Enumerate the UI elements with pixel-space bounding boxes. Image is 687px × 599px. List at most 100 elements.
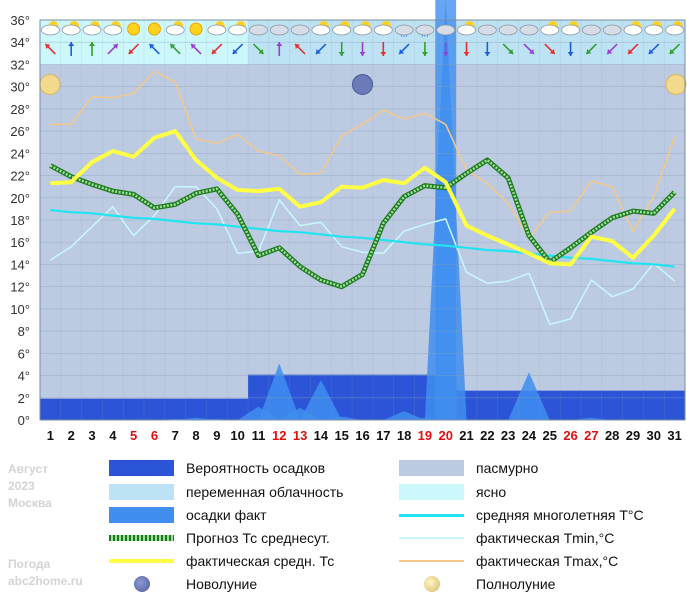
cloud-icon [332, 24, 352, 36]
x-tick-label: 26 [563, 428, 577, 443]
precip-probability-bar-day-27 [580, 390, 603, 420]
wind-arrowhead-icon [191, 44, 197, 49]
x-tick-label: 18 [397, 428, 411, 443]
cloud-icon [82, 24, 102, 36]
legend-partly-cloudy: переменная облачность [109, 481, 343, 503]
new-moon-icon [109, 575, 174, 593]
precip-probability-bar-day-5 [123, 398, 145, 420]
precip-probability-bar-day-2 [60, 398, 83, 420]
orange-line-swatch [399, 560, 464, 562]
cloud-icon [269, 24, 289, 36]
legend-tmax: фактическая Tmax,°C [399, 550, 618, 572]
wind-arrowhead-icon [89, 42, 96, 46]
x-tick-label: 11 [252, 428, 266, 443]
cloud-icon [41, 24, 60, 36]
wind-arrowhead-icon [399, 49, 405, 54]
wind-arrowhead-icon [128, 49, 134, 54]
full-moon-marker [39, 73, 61, 95]
x-tick-label: 21 [459, 428, 473, 443]
cloud-icon [665, 24, 684, 36]
cloud-icon [249, 24, 268, 36]
y-tick-label: 10° [10, 302, 30, 317]
legend-climate-mean: средняя многолетняя T°C [399, 504, 644, 526]
cloud-icon [498, 24, 518, 36]
precip-fact-peak-day-27 [570, 417, 613, 420]
precip-probability-bar-day-10 [227, 398, 249, 420]
wind-arrowhead-icon [628, 49, 633, 54]
x-tick-label: 13 [293, 428, 307, 443]
wind-arrowhead-icon [607, 49, 613, 54]
x-tick-label: 22 [480, 428, 494, 443]
y-tick-label: 32° [10, 57, 30, 72]
legend-full-moon: Полнолуние [399, 573, 555, 595]
cyan-box-swatch [399, 484, 464, 500]
y-tick-label: 20° [10, 191, 30, 206]
wind-arrowhead-icon [380, 52, 387, 56]
x-tick-label: 6 [151, 428, 158, 443]
actual-mean-line [50, 129, 677, 267]
wind-arrowhead-icon [295, 44, 301, 49]
x-tick-label: 25 [543, 428, 557, 443]
new-moon-marker [352, 73, 373, 95]
sun-icon [147, 22, 161, 36]
cloud-icon [228, 24, 248, 36]
wind-arrowhead-icon [484, 52, 491, 56]
wind-arrowhead-icon [276, 42, 283, 46]
precip-probability-bar-day-15 [331, 374, 353, 420]
y-tick-label: 34° [10, 35, 30, 50]
wind-arrowhead-icon [112, 44, 118, 49]
y-tick-label: 8° [18, 324, 30, 339]
x-tick-label: 30 [647, 428, 661, 443]
wind-arrowhead-icon [586, 49, 592, 54]
wind-arrowhead-icon [648, 49, 654, 54]
precip-fact-bar-day-20 [435, 0, 457, 420]
wind-arrowhead-icon [442, 52, 449, 56]
plot-frame [39, 19, 686, 421]
x-tick-label: 9 [213, 428, 220, 443]
wind-arrowhead-icon [211, 49, 217, 54]
x-tick-label: 2 [68, 428, 75, 443]
legend-tmin: фактическая Tmin,°C [399, 527, 614, 549]
x-tick-label: 23 [501, 428, 515, 443]
x-tick-label: 12 [272, 428, 286, 443]
x-tick-label: 16 [355, 428, 369, 443]
wind-arrowhead-icon [359, 52, 366, 56]
y-tick-label: 28° [10, 102, 30, 117]
wind-arrowhead-icon [669, 49, 675, 54]
x-tick-label: 8 [192, 428, 199, 443]
cloud-icon [290, 24, 310, 36]
full-moon-icon [399, 575, 464, 593]
month-label: Август [8, 462, 48, 476]
legend-precip-fact: осадки факт [109, 504, 267, 526]
y-tick-label: 2° [18, 391, 30, 406]
precip-probability-bar-day-18 [393, 374, 416, 420]
wind-arrowhead-icon [338, 52, 345, 56]
x-tick-label: 10 [230, 428, 244, 443]
legend-clear: ясно [399, 481, 506, 503]
precip-probability-bar-day-17 [372, 374, 395, 420]
legend-actual-mean: фактическая средн. Тс [109, 550, 334, 572]
legend-precip-probability: Вероятность осадков [109, 457, 325, 479]
cloud-icon [644, 24, 664, 36]
precip-probability-bar-day-7 [164, 398, 187, 420]
cloud-icon [561, 24, 580, 36]
year-label: 2023 [8, 479, 35, 493]
y-tick-label: 30° [10, 80, 30, 95]
precip-fact-peak-day-14 [300, 380, 342, 420]
wind-arrowhead-icon [258, 49, 264, 54]
cloud-icon [353, 24, 372, 36]
cloud-icon [415, 24, 435, 36]
cloud-icon [103, 24, 123, 36]
cloud-icon [602, 24, 622, 36]
precip-probability-bar-day-9 [206, 398, 228, 420]
green-dotted-swatch [109, 535, 174, 541]
legend-new-moon: Новолуние [109, 573, 257, 595]
wind-arrowhead-icon [463, 52, 470, 56]
wind-arrowhead-icon [68, 42, 75, 46]
light-blue-box-swatch [109, 484, 174, 500]
site-url: abc2home.ru [8, 574, 83, 588]
precip-probability-bar-day-4 [102, 398, 124, 420]
x-tick-label: 24 [522, 428, 537, 443]
x-tick-label: 19 [418, 428, 432, 443]
legend-overcast: пасмурно [399, 457, 538, 479]
